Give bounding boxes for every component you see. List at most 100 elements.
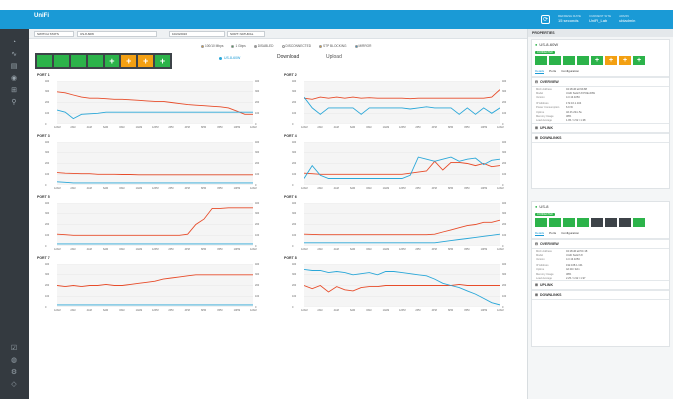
x-tick-label: 4AM xyxy=(333,248,339,251)
tab-download[interactable]: Download xyxy=(277,54,300,60)
switch-port[interactable] xyxy=(563,218,575,227)
y-tick-label: 0 xyxy=(45,183,47,187)
sort-select[interactable]: SORT: NATURAL xyxy=(227,31,265,37)
tab-details[interactable]: Details xyxy=(535,231,545,236)
switch-port[interactable] xyxy=(577,56,589,65)
chart-plot-area[interactable] xyxy=(304,81,500,124)
switch-port[interactable] xyxy=(87,55,103,67)
y-tick-label: 0 xyxy=(502,122,504,126)
date-select[interactable]: 10/24/2016 xyxy=(169,31,225,37)
download-series-line xyxy=(57,91,253,115)
chart-title: PORT 7 xyxy=(37,256,50,260)
settings-icon[interactable]: ⚙ xyxy=(10,369,18,376)
current-site[interactable]: CURRENT SITE UniFi_Lab xyxy=(589,15,611,23)
chart-svg xyxy=(57,203,253,246)
switch-port[interactable] xyxy=(104,55,120,67)
overview-value: 04:18:d6:a0:5C:18 xyxy=(566,249,588,253)
y-tick-label: 100 xyxy=(502,172,507,176)
switch-port[interactable] xyxy=(70,55,86,67)
refresh-rate-value: 15 seconds xyxy=(558,17,579,23)
overview-section[interactable]: ⊟ OVERVIEW xyxy=(532,239,669,249)
devices-icon[interactable]: ▤ xyxy=(10,63,18,70)
switch-port[interactable] xyxy=(138,55,154,67)
x-tick-label: 2PM xyxy=(168,187,174,190)
x-tick-label: 4AM xyxy=(333,126,339,129)
uplink-section[interactable]: ⊞ UPLINK xyxy=(532,122,669,133)
chart-plot-area[interactable] xyxy=(57,264,253,307)
switch-port[interactable] xyxy=(591,56,603,65)
overview-value: 2.25 / 1.92 / 1.97 xyxy=(566,276,586,280)
tab-details[interactable]: Details xyxy=(535,69,545,74)
tab-configuration[interactable]: Configuration xyxy=(561,231,580,235)
insights-icon[interactable]: ⚲ xyxy=(11,99,17,106)
x-tick-label: 12AM xyxy=(54,126,61,129)
x-tick-label: 4PM xyxy=(431,309,437,312)
admin-menu[interactable]: ADMIN ubiadmin xyxy=(619,15,635,23)
chat-icon[interactable]: ◇ xyxy=(11,381,17,388)
events-icon[interactable]: ◍ xyxy=(10,357,18,364)
tab-ports[interactable]: Ports xyxy=(549,69,557,73)
switch-port[interactable] xyxy=(619,218,631,227)
tab-configuration[interactable]: Configuration xyxy=(561,69,580,73)
overview-section[interactable]: ⊟ OVERVIEW xyxy=(532,77,669,87)
chart-plot-area[interactable] xyxy=(304,203,500,246)
clients-icon[interactable]: ◉ xyxy=(10,75,18,82)
alerts-icon[interactable]: ☑ xyxy=(10,345,18,352)
downlinks-section[interactable]: ⊞ DOWNLINKS xyxy=(532,290,669,301)
switch-port[interactable] xyxy=(549,56,561,65)
tab-upload[interactable]: Upload xyxy=(326,54,342,60)
chart-plot-area[interactable] xyxy=(57,81,253,124)
switch-port[interactable] xyxy=(633,56,645,65)
switch-port[interactable] xyxy=(535,56,547,65)
switch-port[interactable] xyxy=(591,218,603,227)
map-icon[interactable]: ∿ xyxy=(11,51,17,58)
refresh-rate-label: REFRESH RATE xyxy=(558,14,581,19)
x-tick-label: 2PM xyxy=(415,309,421,312)
uplink-label: UPLINK xyxy=(539,283,553,288)
statistics-icon[interactable]: ⊞ xyxy=(11,87,17,94)
uplink-label: UPLINK xyxy=(539,125,553,130)
dashboard-icon[interactable]: ◔ xyxy=(11,39,17,46)
switch-port[interactable] xyxy=(53,55,69,67)
switch-port[interactable] xyxy=(535,218,547,227)
overview-value: 38% xyxy=(566,272,572,276)
switch-port[interactable] xyxy=(633,218,645,227)
device-dot-icon xyxy=(219,56,222,60)
switch-port[interactable] xyxy=(619,56,631,65)
tab-ports[interactable]: Ports xyxy=(549,231,557,235)
switch-port[interactable] xyxy=(549,218,561,227)
device-tag[interactable]: US-8-60W xyxy=(219,56,240,60)
expand-icon: ⊞ xyxy=(535,125,538,130)
x-tick-label: 10AM xyxy=(382,126,390,129)
y-tick-label: 100 xyxy=(292,233,297,237)
y-tick-label: 100 xyxy=(502,294,507,298)
overview-key: Uptime xyxy=(536,268,545,272)
x-tick-label: 6AM xyxy=(103,126,109,129)
downlinks-section[interactable]: ⊞ DOWNLINKS xyxy=(532,132,669,143)
switch-port[interactable] xyxy=(563,56,575,65)
chart-plot-area[interactable] xyxy=(304,142,500,185)
chart-plot-area[interactable] xyxy=(57,142,253,185)
x-tick-label: 8PM xyxy=(464,187,470,190)
refresh-icon[interactable]: ⟳ xyxy=(541,15,550,24)
x-tick-label: 8AM xyxy=(366,248,372,251)
x-tick-label: 10PM xyxy=(233,248,241,251)
y-tick-label: 200 xyxy=(255,223,260,226)
x-tick-label: 12AM xyxy=(250,248,257,251)
device-card-header[interactable]: ● US-8-60W xyxy=(532,40,669,49)
switch-port[interactable] xyxy=(37,55,52,67)
device-select[interactable]: US-8-60W xyxy=(77,31,157,37)
switch-port[interactable] xyxy=(155,55,170,67)
switch-port[interactable] xyxy=(121,55,137,67)
uplink-section[interactable]: ⊞ UPLINK xyxy=(532,280,669,291)
switch-stats-select[interactable]: SWITCH STATS xyxy=(34,31,74,37)
switch-port[interactable] xyxy=(605,218,617,227)
switch-port[interactable] xyxy=(605,56,617,65)
overview-key: Load Average xyxy=(536,276,552,280)
unifi-logo[interactable]: UniFi xyxy=(34,13,49,19)
switch-port[interactable] xyxy=(577,218,589,227)
chart-plot-area[interactable] xyxy=(57,203,253,246)
chart-plot-area[interactable] xyxy=(304,264,500,307)
refresh-rate[interactable]: REFRESH RATE 15 seconds xyxy=(558,15,581,23)
device-card-header[interactable]: ● US-8 xyxy=(532,202,669,211)
